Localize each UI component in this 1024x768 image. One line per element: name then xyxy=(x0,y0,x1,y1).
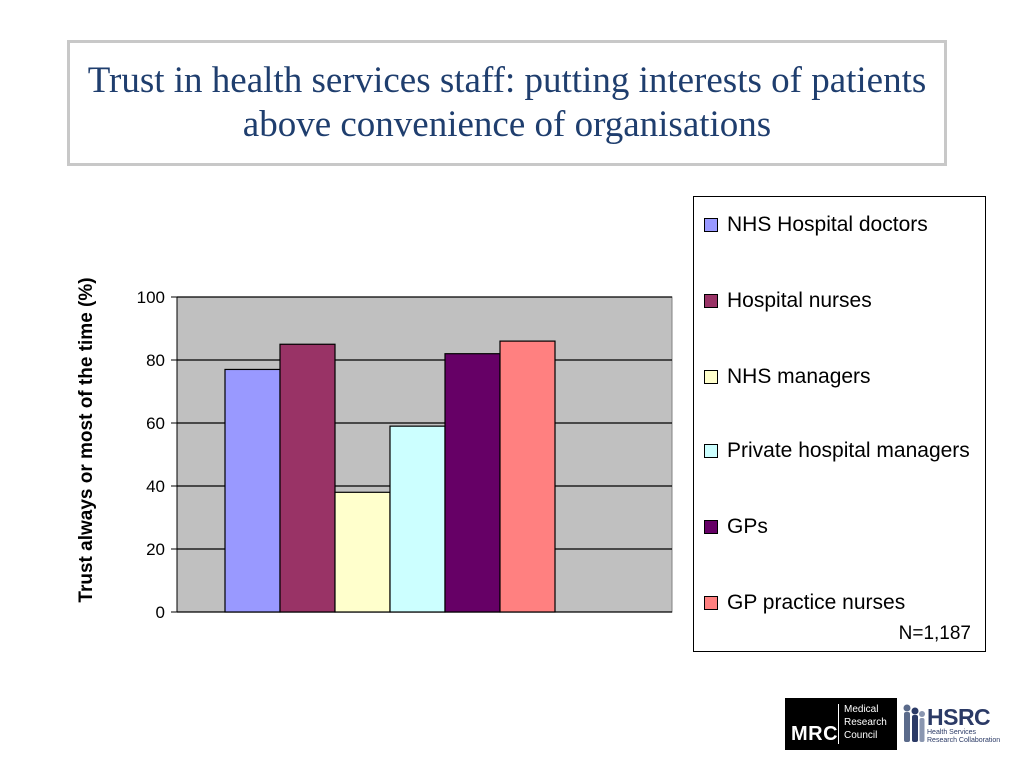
hsrc-line: Research Collaboration xyxy=(927,737,1001,744)
bar-private-hospital-managers xyxy=(389,425,446,613)
bar-hospital-nurses xyxy=(279,343,336,613)
y-axis-label: Trust always or most of the time (%) xyxy=(76,277,97,603)
people-icon xyxy=(903,704,925,742)
sample-size-note: N=1,187 xyxy=(898,623,971,644)
legend-swatch-nhs-hospital-doctors xyxy=(704,218,718,232)
y-tick-label: 80 xyxy=(146,351,165,370)
legend-label: NHS managers xyxy=(727,365,871,388)
y-tick-label: 0 xyxy=(156,603,165,622)
hsrc-abbr: HSRC xyxy=(927,704,991,730)
legend-label: GP practice nurses xyxy=(727,591,906,614)
y-tick-label: 40 xyxy=(146,477,165,496)
y-tick-label: 60 xyxy=(146,414,165,433)
mrc-abbr: MRC xyxy=(791,723,839,745)
mrc-line: Research xyxy=(844,717,887,728)
hsrc-full-name: Health Services Research Collaboration xyxy=(927,729,1000,745)
bar-gps xyxy=(444,353,501,613)
legend: NHS Hospital doctors Hospital nurses NHS… xyxy=(693,196,986,652)
mrc-logo: MRC Medical Research Council xyxy=(785,698,897,750)
mrc-full-name: Medical Research Council xyxy=(844,703,887,742)
bar-nhs-hospital-doctors xyxy=(224,368,281,613)
chart-title: Trust in health services staff: putting … xyxy=(87,60,927,145)
legend-label: Private hospital managers xyxy=(727,439,970,462)
mrc-line: Medical xyxy=(844,704,879,715)
bar-gp-practice-nurses xyxy=(499,340,556,613)
legend-swatch-private-hospital-managers xyxy=(704,444,718,458)
title-box: Trust in health services staff: putting … xyxy=(67,40,947,166)
legend-label: Hospital nurses xyxy=(727,289,872,312)
mrc-divider xyxy=(838,704,839,744)
logos: MRC Medical Research Council HSRC Health… xyxy=(785,698,1007,750)
hsrc-line: Health Services xyxy=(927,729,977,736)
legend-swatch-gp-practice-nurses xyxy=(704,596,718,610)
legend-label: NHS Hospital doctors xyxy=(727,213,928,236)
bar-nhs-managers xyxy=(334,491,391,613)
legend-label: GPs xyxy=(727,515,768,538)
legend-swatch-hospital-nurses xyxy=(704,294,718,308)
y-tick-label: 100 xyxy=(137,288,165,307)
legend-swatch-gps xyxy=(704,520,718,534)
hsrc-logo: HSRC Health Services Research Collaborat… xyxy=(901,698,1007,750)
mrc-line: Council xyxy=(844,730,878,741)
y-tick-label: 20 xyxy=(146,540,165,559)
legend-swatch-nhs-managers xyxy=(704,370,718,384)
bar-chart: 0 20 40 60 80 100 xyxy=(137,288,673,622)
